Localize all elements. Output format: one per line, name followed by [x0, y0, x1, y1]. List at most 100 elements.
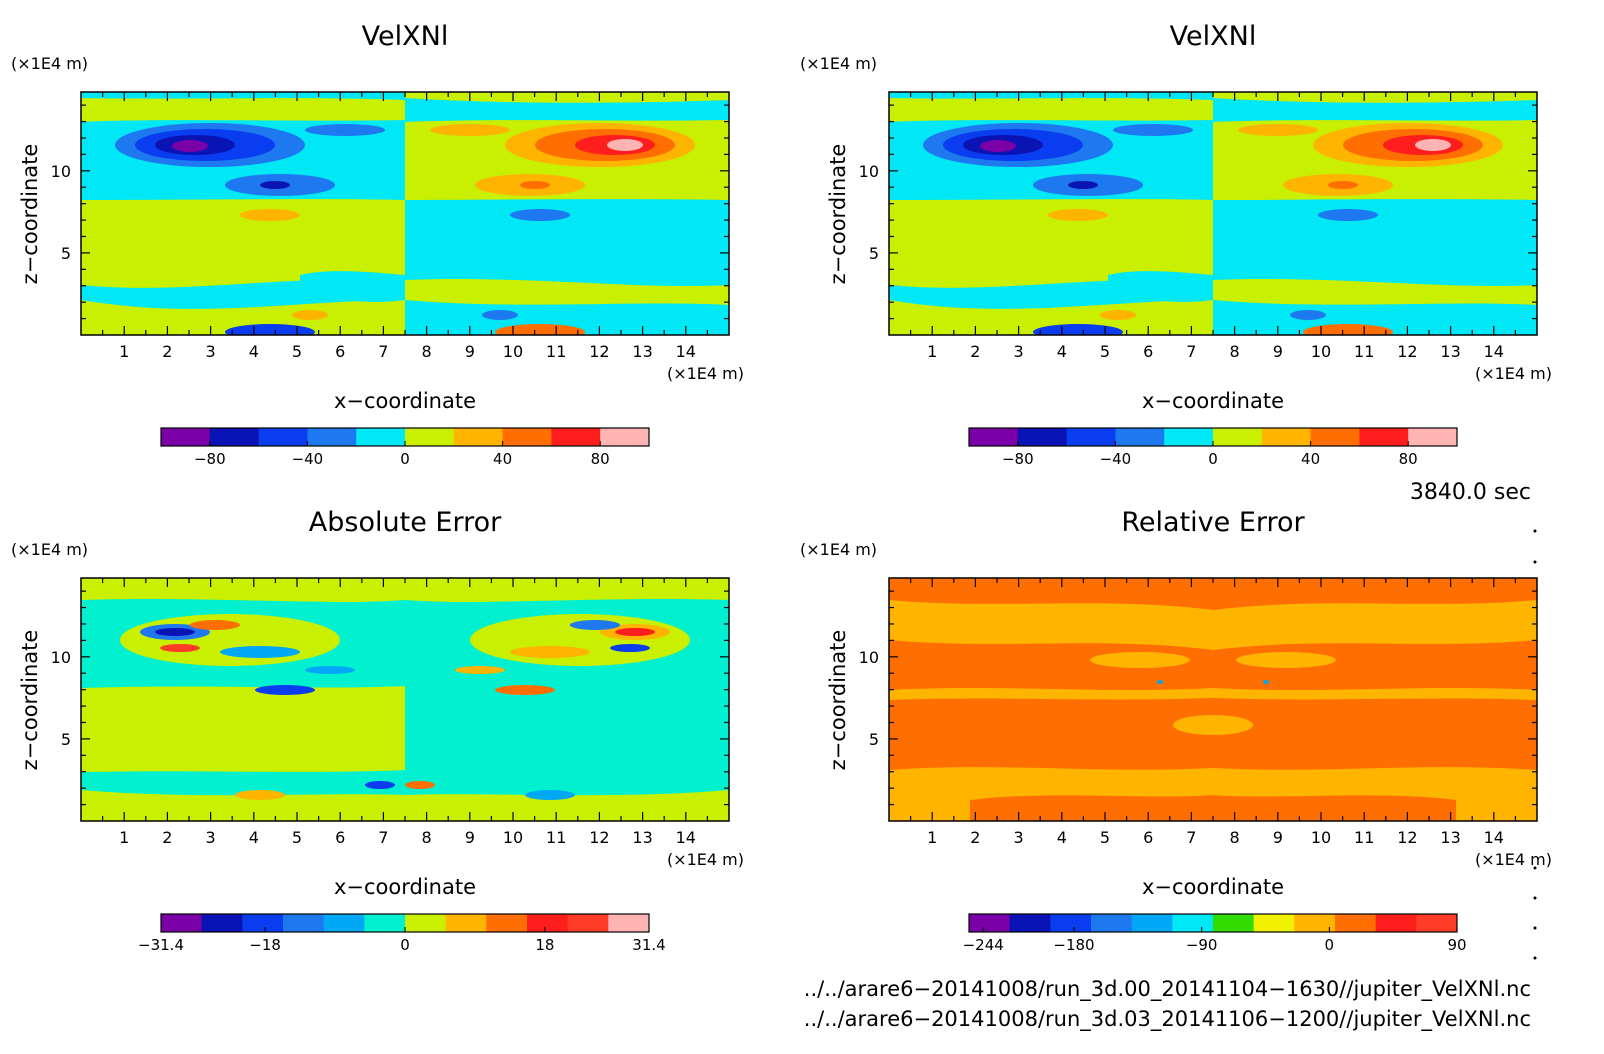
colorbar-swatch	[1359, 428, 1409, 446]
colorbar: −31.4 −18 0 18 31.4	[138, 913, 666, 954]
colorbar-swatch	[258, 428, 308, 446]
x-tick-label: 10	[503, 828, 523, 847]
colorbar-swatch	[1066, 428, 1116, 446]
colorbar-swatch	[486, 914, 528, 932]
x-tick-label: 2	[162, 828, 172, 847]
x-tick-label: 3	[206, 342, 216, 361]
colorbar-tick-label: 18	[535, 936, 554, 954]
time-label: 3840.0 sec	[1409, 480, 1531, 505]
x-tick-label: 13	[1440, 828, 1460, 847]
colorbar-swatch	[161, 428, 211, 446]
y-unit-label: (×1E4 m)	[800, 540, 877, 559]
colorbar-swatch	[600, 428, 650, 446]
panel-velxnl-right: VelXNl (×1E4 m)	[800, 21, 1552, 468]
x-tick-label: 6	[335, 828, 345, 847]
x-tick-label: 8	[1230, 342, 1240, 361]
colorbar-tick-label: −40	[1100, 450, 1132, 468]
colorbar-swatch	[502, 428, 552, 446]
colorbar-tick-label: −244	[963, 936, 1004, 954]
colorbar-tick-label: 0	[400, 936, 410, 954]
x-tick-label: 10	[1311, 342, 1331, 361]
x-axis-label: x−coordinate	[334, 389, 476, 413]
x-tick-label: 7	[1186, 828, 1196, 847]
colorbar-swatch	[567, 914, 609, 932]
x-tick-label: 5	[1100, 342, 1110, 361]
x-tick-label: 14	[1484, 828, 1504, 847]
x-tick-label: 4	[1057, 342, 1067, 361]
x-tick-label: 1	[119, 342, 129, 361]
x-tick-label: 11	[1354, 828, 1374, 847]
x-tick-label: 9	[465, 828, 475, 847]
colorbar-swatch	[1050, 914, 1092, 932]
colorbar-swatch	[1017, 428, 1068, 446]
colorbar-swatch	[1131, 914, 1173, 932]
y-tick-label: 10	[51, 648, 71, 667]
colorbar-tick-label: 0	[1325, 936, 1335, 954]
x-tick-label: 4	[1057, 828, 1067, 847]
x-tick-label: 1	[927, 342, 937, 361]
colorbar-tick-label: 80	[591, 450, 610, 468]
panel-title: Absolute Error	[309, 507, 502, 538]
colorbar-tick-label: 40	[493, 450, 512, 468]
x-tick-label: 6	[335, 342, 345, 361]
x-unit-label: (×1E4 m)	[667, 364, 744, 383]
x-unit-label: (×1E4 m)	[667, 850, 744, 869]
colorbar-swatch	[1408, 428, 1458, 446]
y-axis-label: z−coordinate	[826, 144, 850, 285]
colorbar-swatch	[1294, 914, 1336, 932]
panel-title: VelXNl	[1170, 21, 1257, 52]
x-tick-label: 12	[1397, 342, 1417, 361]
colorbar-swatch	[453, 428, 504, 446]
x-tick-label: 7	[378, 828, 388, 847]
y-tick-label: 10	[51, 162, 71, 181]
colorbar-swatch	[1213, 428, 1263, 446]
file-path-1: ../../arare6−20141008/run_3d.00_20141104…	[803, 977, 1531, 1001]
colorbar-swatch	[201, 914, 243, 932]
x-tick-label: 14	[1484, 342, 1504, 361]
x-tick-label: 8	[422, 342, 432, 361]
y-tick-label: 10	[859, 162, 879, 181]
x-axis-label: x−coordinate	[334, 875, 476, 899]
colorbar-swatch	[1261, 428, 1312, 446]
colorbar-swatch	[161, 914, 203, 932]
x-tick-label: 6	[1143, 828, 1153, 847]
colorbar-swatch	[969, 914, 1011, 932]
colorbar-swatch	[1115, 428, 1165, 446]
heatmap-field	[889, 92, 1537, 335]
x-tick-label: 12	[589, 828, 609, 847]
x-unit-label: (×1E4 m)	[1475, 850, 1552, 869]
x-tick-label: 11	[546, 828, 566, 847]
x-tick-label: 2	[162, 342, 172, 361]
colorbar-swatch	[1310, 428, 1360, 446]
colorbar-swatch	[323, 914, 365, 932]
colorbar-frame	[968, 913, 1458, 933]
panel-relative-error: Relative Error (×1E4 m) 1 2 3 4 5 6 7 8 9 10 11 12 1…	[800, 507, 1552, 954]
colorbar-tick-label: 31.4	[632, 936, 665, 954]
colorbar-tick-label: −18	[249, 936, 281, 954]
x-tick-label: 2	[970, 342, 980, 361]
y-tick-label: 10	[859, 648, 879, 667]
x-tick-label: 7	[1186, 342, 1196, 361]
colorbar-tick-label: −180	[1053, 936, 1094, 954]
x-tick-label: 3	[1014, 828, 1024, 847]
x-tick-label: 4	[249, 828, 259, 847]
colorbar-tick-label: −90	[1186, 936, 1218, 954]
colorbar-swatch	[969, 428, 1019, 446]
colorbar-swatch	[1416, 914, 1458, 932]
heatmap-field	[889, 578, 1537, 821]
y-axis-label: z−coordinate	[826, 630, 850, 771]
x-axis-label: x−coordinate	[1142, 389, 1284, 413]
x-tick-label: 9	[465, 342, 475, 361]
x-tick-label: 3	[206, 828, 216, 847]
x-tick-label: 5	[1100, 828, 1110, 847]
x-tick-label: 13	[632, 828, 652, 847]
x-tick-label: 13	[632, 342, 652, 361]
margin-dots	[1533, 529, 1537, 960]
y-axis-label: z−coordinate	[18, 144, 42, 285]
y-axis-label: z−coordinate	[18, 630, 42, 771]
colorbar-tick-label: 40	[1301, 450, 1320, 468]
x-tick-label: 5	[292, 828, 302, 847]
colorbar-tick-label: −80	[1002, 450, 1034, 468]
colorbar-swatch	[1213, 914, 1255, 932]
colorbar-swatch	[1172, 914, 1214, 932]
